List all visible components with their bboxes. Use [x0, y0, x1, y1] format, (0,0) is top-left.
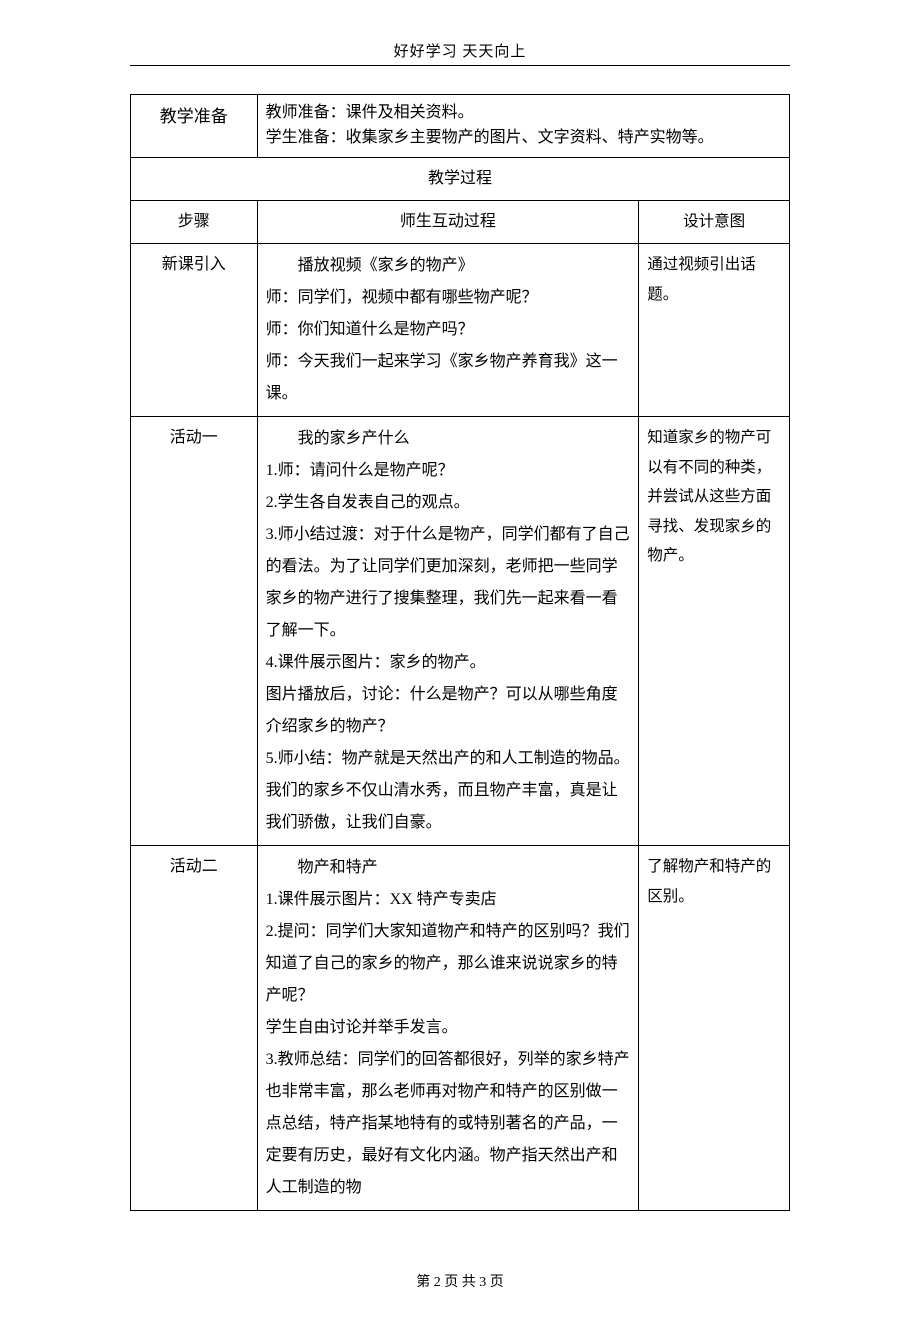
prep-teacher: 教师准备：课件及相关资料。 — [266, 101, 781, 126]
line: 4.课件展示图片：家乡的物产。 — [266, 647, 631, 679]
line: 2.学生各自发表自己的观点。 — [266, 487, 631, 519]
line: 师：同学们，视频中都有哪些物产呢？ — [266, 282, 631, 314]
col-step: 步骤 — [131, 200, 258, 243]
lead-1: 我的家乡产什么 — [266, 423, 631, 455]
lesson-table: 教学准备 教师准备：课件及相关资料。 学生准备：收集家乡主要物产的图片、文字资料… — [130, 94, 790, 1211]
table-row: 活动一 我的家乡产什么 1.师：请问什么是物产呢？ 2.学生各自发表自己的观点。… — [131, 417, 790, 846]
intent-cell-1: 知道家乡的物产可以有不同的种类，并尝试从这些方面寻找、发现家乡的物产。 — [639, 417, 790, 846]
step-cell-1: 活动一 — [131, 417, 258, 846]
line: 师：今天我们一起来学习《家乡物产养育我》这一课。 — [266, 346, 631, 410]
col-intent: 设计意图 — [639, 200, 790, 243]
line: 3.教师总结：同学们的回答都很好，列举的家乡特产也非常丰富，那么老师再对物产和特… — [266, 1044, 631, 1204]
line: 2.提问：同学们大家知道物产和特产的区别吗？我们知道了自己的家乡的物产，那么谁来… — [266, 916, 631, 1012]
table-row: 新课引入 播放视频《家乡的物产》 师：同学们，视频中都有哪些物产呢？ 师：你们知… — [131, 244, 790, 417]
step-cell-0: 新课引入 — [131, 244, 258, 417]
process-header-row: 教学过程 — [131, 157, 790, 200]
line: 5.师小结：物产就是天然出产的和人工制造的物品。我们的家乡不仅山清水秀，而且物产… — [266, 743, 631, 839]
interaction-cell-1: 我的家乡产什么 1.师：请问什么是物产呢？ 2.学生各自发表自己的观点。 3.师… — [257, 417, 639, 846]
table-row: 活动二 物产和特产 1.课件展示图片：XX 特产专卖店 2.提问：同学们大家知道… — [131, 846, 790, 1211]
header-underline — [130, 65, 790, 66]
intent-cell-2: 了解物产和特产的区别。 — [639, 846, 790, 1211]
prep-label: 教学准备 — [131, 95, 258, 158]
lead-2: 物产和特产 — [266, 852, 631, 884]
col-interaction: 师生互动过程 — [257, 200, 639, 243]
prep-content: 教师准备：课件及相关资料。 学生准备：收集家乡主要物产的图片、文字资料、特产实物… — [257, 95, 789, 158]
prep-student: 学生准备：收集家乡主要物产的图片、文字资料、特产实物等。 — [266, 126, 781, 151]
line: 1.师：请问什么是物产呢？ — [266, 455, 631, 487]
columns-row: 步骤 师生互动过程 设计意图 — [131, 200, 790, 243]
interaction-cell-2: 物产和特产 1.课件展示图片：XX 特产专卖店 2.提问：同学们大家知道物产和特… — [257, 846, 639, 1211]
lead-0: 播放视频《家乡的物产》 — [266, 250, 631, 282]
line: 图片播放后，讨论：什么是物产？可以从哪些角度介绍家乡的物产？ — [266, 679, 631, 743]
step-cell-2: 活动二 — [131, 846, 258, 1211]
intent-cell-0: 通过视频引出话题。 — [639, 244, 790, 417]
line: 1.课件展示图片：XX 特产专卖店 — [266, 884, 631, 916]
page-footer: 第 2 页 共 3 页 — [130, 1271, 790, 1291]
page: 好好学习 天天向上 教学准备 教师准备：课件及相关资料。 学生准备：收集家乡主要… — [0, 0, 920, 1341]
line: 师：你们知道什么是物产吗？ — [266, 314, 631, 346]
page-header-motto: 好好学习 天天向上 — [130, 40, 790, 61]
interaction-cell-0: 播放视频《家乡的物产》 师：同学们，视频中都有哪些物产呢？ 师：你们知道什么是物… — [257, 244, 639, 417]
line: 3.师小结过渡：对于什么是物产，同学们都有了自己的看法。为了让同学们更加深刻，老… — [266, 519, 631, 647]
line: 学生自由讨论并举手发言。 — [266, 1012, 631, 1044]
process-header: 教学过程 — [131, 157, 790, 200]
prep-row: 教学准备 教师准备：课件及相关资料。 学生准备：收集家乡主要物产的图片、文字资料… — [131, 95, 790, 158]
